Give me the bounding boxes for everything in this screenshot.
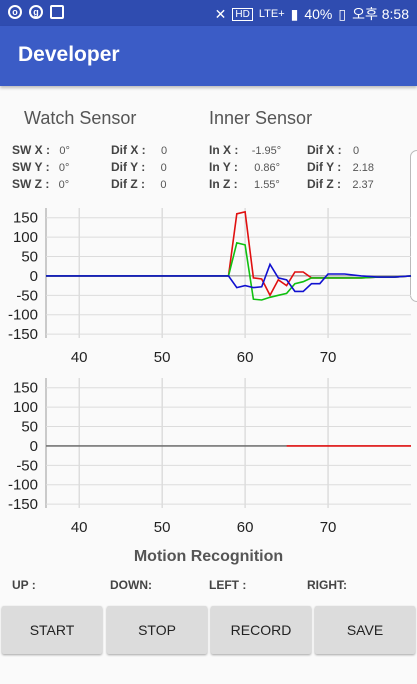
inner-dif-z-value: 2.37	[352, 179, 374, 191]
watch-dif-x-value: 0	[161, 145, 168, 157]
series-line-1	[46, 241, 412, 301]
watch-z-value: 0°	[58, 179, 70, 191]
inner-z-label: In Z :	[209, 177, 238, 191]
inner-x-value: -1.95°	[251, 145, 282, 157]
watch-sensor-title: Watch Sensor	[24, 108, 137, 128]
hd-icon: HD	[232, 7, 253, 21]
save-button[interactable]: SAVE	[315, 606, 415, 654]
inner-dif-z-label: Dif Z :	[307, 177, 341, 191]
network-icon: LTE+	[258, 8, 285, 20]
inner-row-dif-x: Dif X : 0	[307, 143, 359, 157]
y-tick-label: 0	[30, 268, 38, 285]
inner-x-label: In X :	[209, 143, 239, 157]
y-tick-label: -100	[8, 307, 38, 324]
watch-row-dif-y: Dif Y : 0	[111, 160, 167, 174]
motion-down-label: DOWN:	[110, 578, 152, 592]
x-tick-label: 40	[71, 519, 88, 536]
signal-icon: ▮	[290, 5, 299, 22]
y-tick-label: -50	[16, 287, 38, 304]
y-tick-label: 150	[13, 380, 38, 397]
inner-dif-y-label: Dif Y :	[307, 160, 342, 174]
inner-dif-x-value: 0	[353, 145, 360, 157]
watch-y-value: 0°	[58, 162, 70, 174]
mute-icon: ✕	[214, 5, 227, 22]
app-notification-icon: g	[29, 5, 43, 19]
watch-row-y: SW Y : 0°	[12, 160, 69, 174]
page-title: Developer	[18, 43, 120, 66]
motion-right-label: RIGHT:	[307, 578, 347, 592]
motion-recognition-title: Motion Recognition	[133, 548, 284, 565]
app-bar: Developer	[0, 26, 417, 86]
inner-y-value: 0.86°	[254, 162, 281, 174]
inner-row-z: In Z : 1.55°	[209, 177, 280, 191]
motion-left-label: LEFT :	[209, 578, 247, 592]
watch-sensor-chart: 40 50 60 70 150 100 50 0 -50 -100 -150	[8, 378, 411, 536]
y-tick-label: -100	[8, 477, 38, 494]
x-tick-label: 50	[154, 519, 171, 536]
watch-row-dif-x: Dif X : 0	[111, 143, 167, 157]
inner-row-x: In X : -1.95°	[209, 143, 281, 157]
scroll-edge-indicator[interactable]	[410, 150, 417, 302]
inner-z-value: 1.55°	[254, 179, 280, 191]
x-tick-label: 70	[320, 519, 337, 536]
battery-icon: ▯	[338, 5, 347, 22]
series-line-0	[46, 210, 412, 298]
watch-z-label: SW Z :	[12, 177, 50, 191]
battery-level: 40%	[304, 6, 333, 22]
y-tick-label: 150	[13, 210, 38, 227]
inner-row-dif-y: Dif Y : 2.18	[307, 160, 374, 174]
inner-dif-y-value: 2.18	[352, 162, 374, 174]
start-button[interactable]: START	[2, 606, 102, 654]
record-button[interactable]: RECORD	[211, 606, 311, 654]
x-tick-label: 60	[237, 349, 254, 366]
y-tick-label: 100	[13, 399, 38, 416]
y-tick-label: 100	[13, 229, 38, 246]
watch-x-value: 0°	[59, 145, 70, 157]
stop-button[interactable]: STOP	[107, 606, 207, 654]
watch-dif-z-value: 0	[160, 179, 167, 191]
series-line-2	[46, 262, 412, 293]
y-tick-label: 50	[21, 249, 38, 266]
inner-sensor-chart: 40 50 60 70 150 100 50 0 -50 -100 -150	[8, 208, 412, 366]
inner-row-y: In Y : 0.86°	[209, 160, 280, 174]
inner-row-dif-z: Dif Z : 2.37	[307, 177, 374, 191]
watch-row-z: SW Z : 0°	[12, 177, 69, 191]
watch-dif-y-label: Dif Y :	[111, 160, 146, 174]
y-tick-label: -150	[8, 326, 38, 343]
motion-up-label: UP :	[12, 578, 36, 592]
y-tick-label: 0	[30, 438, 38, 455]
watch-row-dif-z: Dif Z : 0	[111, 177, 166, 191]
y-tick-label: -50	[16, 457, 38, 474]
status-bar: o g ✕ HD LTE+ ▮ 40% ▯ 오후 8:58	[0, 0, 417, 26]
y-tick-label: 50	[21, 419, 38, 436]
y-tick-label: -150	[8, 496, 38, 513]
watch-y-label: SW Y :	[12, 160, 50, 174]
inner-dif-x-label: Dif X :	[307, 143, 342, 157]
watch-row-x: SW X : 0°	[12, 143, 70, 157]
x-tick-label: 70	[320, 349, 337, 366]
image-notification-icon	[50, 5, 64, 19]
watch-dif-z-label: Dif Z :	[111, 177, 145, 191]
inner-sensor-title: Inner Sensor	[209, 108, 313, 128]
watch-x-label: SW X :	[12, 143, 50, 157]
clock: 오후 8:58	[352, 6, 409, 22]
watch-dif-y-value: 0	[160, 162, 167, 174]
x-tick-label: 50	[154, 349, 171, 366]
watch-dif-x-label: Dif X :	[111, 143, 146, 157]
x-tick-label: 60	[237, 519, 254, 536]
x-tick-label: 40	[71, 349, 88, 366]
notification-icon: o	[8, 5, 22, 19]
inner-y-label: In Y :	[209, 160, 238, 174]
